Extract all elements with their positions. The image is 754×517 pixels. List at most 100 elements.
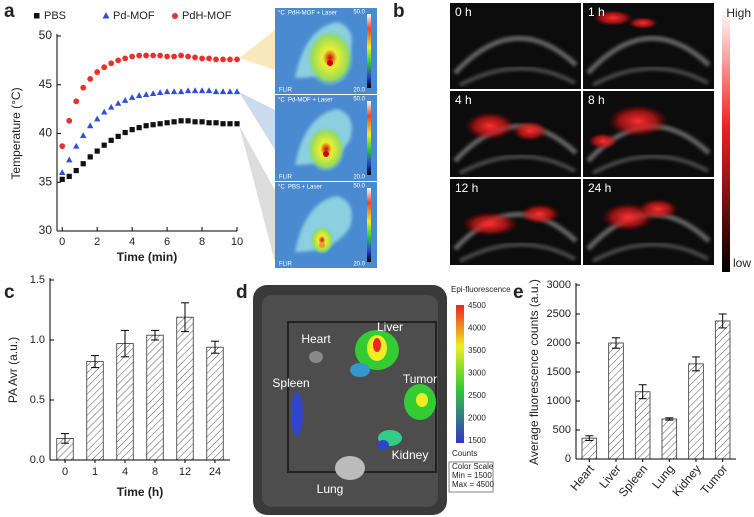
scale-note: Max = 4500: [452, 480, 495, 489]
y-tick-label: 50: [39, 28, 53, 42]
time-label: 8 h: [588, 93, 605, 107]
marker: [108, 137, 114, 143]
x-axis-label: Time (h): [117, 485, 163, 499]
marker: [121, 97, 129, 103]
marker: [192, 119, 198, 125]
marker: [114, 99, 122, 106]
y-tick-label: 3000: [547, 279, 571, 291]
error-bar: [638, 384, 647, 400]
time-label: 24 h: [588, 181, 611, 195]
thermal-caption: Pd-MOF + Laser: [288, 98, 333, 104]
error-bar: [665, 417, 674, 421]
marker: [73, 142, 80, 149]
tissue: [592, 154, 709, 175]
tissue: [459, 242, 576, 263]
marker: [128, 94, 136, 100]
scale-tick: 2500: [468, 391, 486, 400]
organ-label: Kidney: [392, 448, 429, 462]
error-bar: [121, 329, 129, 358]
time-label: 0 h: [455, 5, 472, 19]
marker: [220, 56, 226, 63]
error-bar: [211, 340, 219, 354]
hotspot: [306, 125, 346, 173]
y-axis-label: Temperature (°C): [9, 87, 23, 179]
marker: [185, 118, 191, 124]
pa-signal: [462, 212, 518, 236]
scale-tick: 1500: [468, 436, 486, 445]
legend-marker: [172, 13, 178, 19]
organ: [309, 351, 323, 363]
legend-label: PdH-MOF: [182, 10, 232, 22]
marker: [205, 87, 213, 94]
error-bar: [151, 329, 159, 341]
hotspot-core: [319, 242, 325, 248]
marker: [157, 52, 164, 59]
hotspot: [306, 29, 354, 87]
x-axis-label: Time (min): [117, 250, 177, 264]
bar: [581, 437, 598, 460]
thermal-max: 50.0: [353, 10, 365, 16]
marker: [227, 56, 233, 63]
marker: [87, 122, 94, 129]
x-tick-label: Kidney: [669, 462, 703, 499]
marker: [143, 52, 150, 59]
organ: [291, 392, 303, 436]
y-tick-label: 500: [553, 424, 571, 436]
connector: [239, 92, 275, 150]
y-tick-label: 2500: [547, 308, 571, 320]
marker: [192, 54, 198, 61]
colorbar: [722, 8, 730, 272]
legend-marker: [102, 12, 110, 19]
thermal-caption: PBS + Laser: [288, 185, 322, 191]
marker: [122, 129, 128, 136]
bar: [146, 334, 164, 461]
marker: [178, 118, 184, 124]
marker: [164, 53, 170, 60]
y-tick-label: 35: [39, 174, 53, 188]
marker: [212, 88, 220, 95]
error-bar: [181, 302, 189, 333]
legend-label: PBS: [44, 10, 66, 22]
hotspot-core: [323, 151, 329, 157]
marker: [66, 117, 73, 124]
marker: [199, 55, 205, 62]
thermal-brand: FLIR: [279, 88, 293, 94]
marker: [100, 108, 108, 115]
marker: [66, 156, 73, 163]
marker: [198, 87, 206, 94]
marker: [93, 115, 101, 122]
error-bar: [692, 356, 700, 372]
x-tick-label: 0: [59, 236, 65, 248]
thermal-unit: °C: [278, 98, 285, 104]
marker: [227, 121, 233, 127]
organ-label: Tumor: [403, 372, 437, 386]
marker: [150, 122, 156, 128]
x-tick-label: 6: [164, 236, 170, 248]
marker: [73, 98, 80, 105]
scale-note: Color Scale: [452, 462, 494, 471]
panel-letter: c: [4, 282, 15, 303]
scale-tick: 3000: [468, 369, 486, 378]
pa-signal: [628, 17, 658, 29]
panel-letter: d: [236, 282, 248, 303]
marker: [219, 88, 227, 95]
organ-label: Heart: [301, 332, 331, 346]
marker: [226, 88, 234, 95]
marker: [143, 123, 149, 129]
pa-signal: [593, 10, 633, 26]
bar: [176, 316, 194, 461]
marker: [185, 53, 191, 60]
organ-label: Lung: [317, 482, 344, 496]
marker: [206, 55, 212, 62]
marker: [115, 133, 121, 140]
error-bar: [585, 435, 594, 441]
thermal-min: 20.0: [353, 175, 365, 181]
marker: [59, 169, 66, 175]
thermal-max: 50.0: [353, 97, 365, 103]
marker: [59, 143, 66, 150]
marker: [234, 121, 240, 127]
scale-units: Counts: [452, 449, 477, 458]
error-bar: [61, 433, 69, 444]
error-bar: [718, 313, 727, 329]
